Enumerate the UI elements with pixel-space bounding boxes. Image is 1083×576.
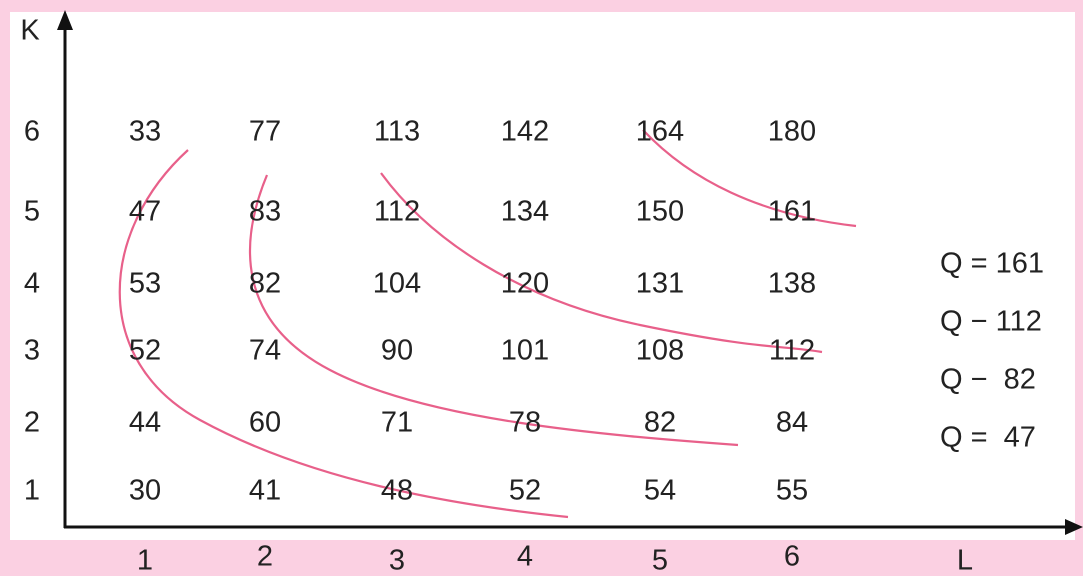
table-cell: 142 xyxy=(501,116,549,148)
table-cell: 101 xyxy=(501,335,549,367)
table-cell: 161 xyxy=(768,196,816,228)
y-axis-label: K xyxy=(20,15,40,47)
isoquant-curve xyxy=(642,129,857,228)
table-cell: 52 xyxy=(129,335,161,367)
table-cell: 112 xyxy=(769,335,815,367)
isoquant-label: Q − 82 xyxy=(940,364,1036,396)
x-tick-label: 1 xyxy=(137,545,153,576)
table-cell: 120 xyxy=(501,268,549,300)
table-cell: 82 xyxy=(249,268,281,300)
table-cell: 82 xyxy=(644,407,676,439)
table-cell: 33 xyxy=(129,116,161,148)
isoquant-label: Q = 161 xyxy=(940,248,1044,280)
y-axis-arrow xyxy=(57,10,73,30)
isoquant-curve xyxy=(380,172,823,354)
table-cell: 104 xyxy=(373,268,421,300)
table-cell: 44 xyxy=(129,407,161,439)
table-cell: 55 xyxy=(776,475,808,507)
table-cell: 54 xyxy=(644,475,676,507)
table-cell: 138 xyxy=(768,268,816,300)
table-cell: 52 xyxy=(509,475,541,507)
table-cell: 164 xyxy=(636,116,684,148)
table-cell: 150 xyxy=(636,196,684,228)
x-tick-label: 4 xyxy=(517,541,533,573)
table-cell: 113 xyxy=(374,116,420,148)
table-cell: 131 xyxy=(636,268,684,300)
y-tick-label: 5 xyxy=(24,196,40,228)
table-cell: 108 xyxy=(636,335,684,367)
x-tick-label: 5 xyxy=(652,545,668,576)
table-cell: 77 xyxy=(249,116,281,148)
x-tick-label: 2 xyxy=(257,541,273,573)
y-tick-label: 3 xyxy=(24,335,40,367)
x-axis-arrow xyxy=(1065,519,1083,535)
plot-background xyxy=(10,12,1075,540)
y-tick-label: 1 xyxy=(24,475,40,507)
y-tick-label: 2 xyxy=(24,407,40,439)
y-tick-label: 6 xyxy=(24,116,40,148)
table-cell: 74 xyxy=(249,335,281,367)
table-cell: 90 xyxy=(381,335,413,367)
isoquant-curve xyxy=(118,149,569,519)
table-cell: 30 xyxy=(129,475,161,507)
table-cell: 48 xyxy=(381,475,413,507)
table-cell: 47 xyxy=(129,196,161,228)
table-cell: 84 xyxy=(776,407,808,439)
x-tick-label: 6 xyxy=(784,541,800,573)
x-axis-label: L xyxy=(957,545,973,576)
table-cell: 53 xyxy=(129,268,161,300)
table-cell: 60 xyxy=(249,407,281,439)
table-cell: 83 xyxy=(249,196,281,228)
table-cell: 41 xyxy=(249,475,281,507)
table-cell: 112 xyxy=(374,196,420,228)
table-cell: 134 xyxy=(501,196,549,228)
isoquant-label: Q − 112 xyxy=(940,306,1042,338)
table-cell: 180 xyxy=(768,116,816,148)
x-tick-label: 3 xyxy=(389,545,405,576)
table-cell: 71 xyxy=(381,407,413,439)
y-tick-label: 4 xyxy=(24,268,40,300)
isoquant-label: Q = 47 xyxy=(940,422,1036,454)
isoquant-curve xyxy=(248,174,739,447)
table-cell: 78 xyxy=(509,407,541,439)
